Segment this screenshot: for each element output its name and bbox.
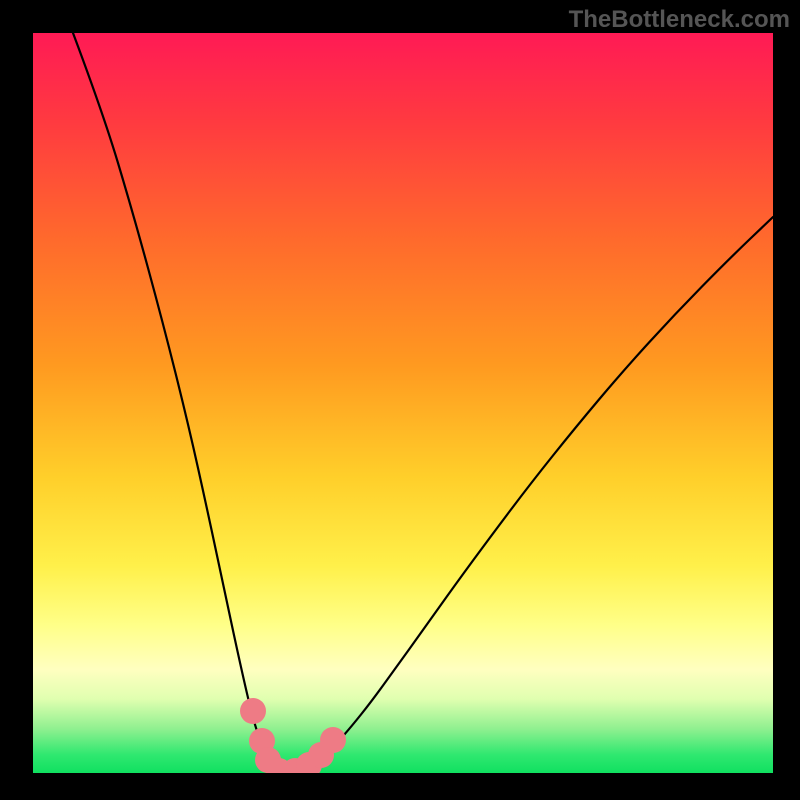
- chart-frame: TheBottleneck.com: [0, 0, 800, 800]
- watermark-text: TheBottleneck.com: [569, 6, 790, 34]
- chart-svg: [33, 33, 773, 773]
- plot-area: [33, 33, 773, 773]
- gradient-bg: [33, 33, 773, 773]
- marker-dot: [320, 727, 346, 753]
- marker-dot: [240, 698, 266, 724]
